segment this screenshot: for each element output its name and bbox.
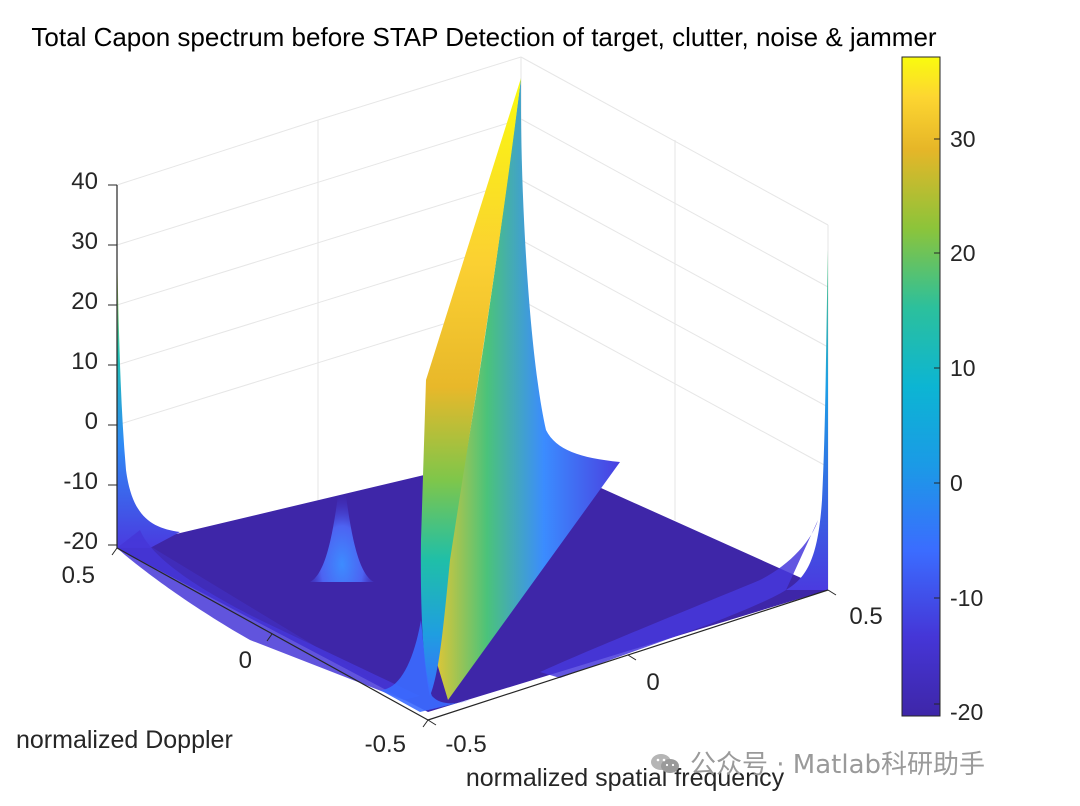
x-tick-mark bbox=[627, 654, 637, 661]
jammer-ridge-side bbox=[430, 78, 620, 700]
grid-r-10 bbox=[520, 239, 829, 408]
right-edge-curl bbox=[540, 520, 818, 678]
z-tick-label: 10 bbox=[71, 348, 98, 375]
colorbar-tick-label: 20 bbox=[950, 240, 976, 266]
z-tick-label: 0 bbox=[85, 408, 98, 435]
colorbar-tick-label: 0 bbox=[950, 470, 963, 496]
jammer-ridge-base bbox=[380, 620, 470, 712]
grid-r-0 bbox=[520, 299, 829, 468]
colorbar-gradient bbox=[901, 56, 941, 717]
y-tick-label: -0.5 bbox=[365, 731, 406, 758]
x-tick-label: 0 bbox=[646, 669, 659, 696]
y-tick-mark bbox=[111, 547, 118, 556]
left-edge-curl bbox=[117, 530, 420, 700]
colorbar-tick-label: -20 bbox=[950, 699, 983, 725]
z-tick-label: -20 bbox=[63, 528, 98, 555]
y-tick-label: 0.5 bbox=[62, 562, 95, 589]
z-tick-label: 40 bbox=[71, 168, 98, 195]
x-tick-mark bbox=[427, 719, 437, 726]
grid-h-10 bbox=[116, 239, 522, 366]
y-axis-line bbox=[116, 547, 429, 721]
x-axis: -0.5 0 0.5 normalized spatial frequency bbox=[427, 589, 883, 792]
watermark: 公众号 · Matlab科研助手 bbox=[650, 744, 985, 781]
x-tick-label: 0.5 bbox=[849, 603, 882, 630]
grid-r-20 bbox=[520, 179, 829, 348]
jammer-ridge-face bbox=[420, 78, 521, 696]
z-tick-label: 20 bbox=[71, 288, 98, 315]
watermark-text: 公众号 · Matlab科研助手 bbox=[690, 750, 986, 780]
z-tick-label: -10 bbox=[63, 468, 98, 495]
surface bbox=[117, 78, 828, 712]
left-edge-rise bbox=[117, 250, 180, 548]
colorbar-ticks bbox=[934, 138, 940, 705]
colorbar-tick-label: 30 bbox=[950, 126, 976, 152]
x-axis-label: normalized spatial frequency bbox=[466, 764, 785, 792]
y-tick-mark bbox=[266, 633, 273, 642]
right-edge-rise bbox=[786, 250, 828, 590]
x-tick-label: -0.5 bbox=[445, 731, 486, 758]
y-tick-mark bbox=[422, 719, 429, 728]
wechat-icon bbox=[650, 752, 680, 776]
colorbar-tick-label: -10 bbox=[950, 585, 983, 611]
back-edge-right bbox=[317, 56, 522, 121]
y-axis-label: normalized Doppler bbox=[16, 726, 233, 754]
colorbar-tick-label: 10 bbox=[950, 355, 976, 381]
grid-h-30 bbox=[116, 118, 522, 246]
target-peak-left bbox=[310, 465, 374, 582]
grid-h-20 bbox=[116, 179, 522, 306]
z-tick-label: 30 bbox=[71, 228, 98, 255]
y-tick-label: 0 bbox=[239, 647, 252, 674]
z-axis: 40 30 20 10 0 -10 -20 bbox=[63, 168, 117, 555]
y-axis: 0.5 0 -0.5 normalized Doppler bbox=[16, 547, 429, 758]
grid-r-30 bbox=[520, 118, 829, 288]
back-edge-left bbox=[116, 119, 319, 186]
chart-title: Total Capon spectrum before STAP Detecti… bbox=[31, 22, 936, 52]
x-tick-mark bbox=[827, 589, 837, 596]
colorbar: -20 -10 0 10 20 30 bbox=[901, 56, 983, 725]
